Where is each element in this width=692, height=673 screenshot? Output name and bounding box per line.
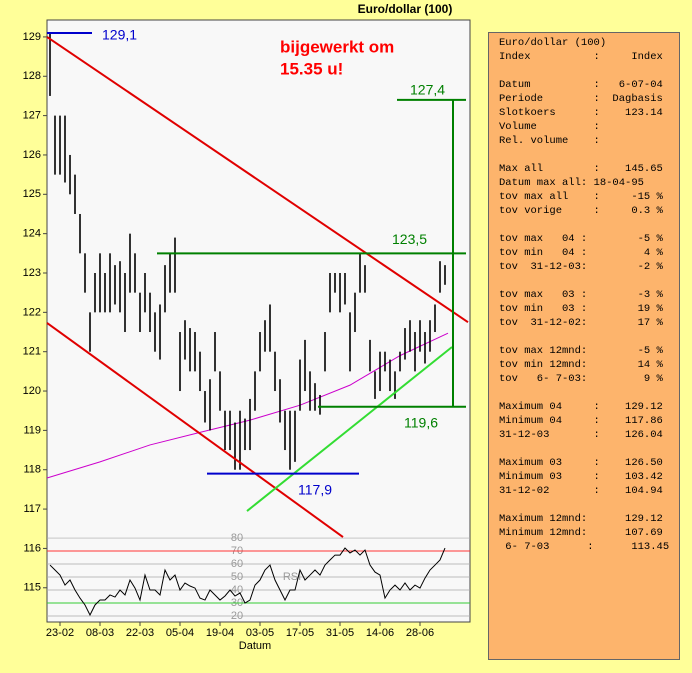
y-tick-label: 125 — [23, 188, 41, 200]
info-line: Datum : 6-07-04 — [499, 79, 663, 91]
x-tick-label: 03-05 — [246, 627, 274, 639]
info-line: Maximum 04 : 129.12 — [499, 401, 663, 413]
info-line: tov 31-12-02: 17 % — [499, 317, 663, 329]
info-line: tov 31-12-03: -2 % — [499, 261, 663, 273]
update-note: 15.35 u! — [280, 59, 343, 78]
info-block: Euro/dollar (100) Index : Index — [499, 36, 679, 64]
info-line: Datum max all: 18-04-95 — [499, 177, 644, 189]
info-line: tov min 04 : 4 % — [499, 247, 663, 259]
y-tick-label: 126 — [23, 149, 41, 161]
info-line: Maximum 03 : 126.50 — [499, 457, 663, 469]
level-label: 127,4 — [410, 82, 445, 98]
info-block: tov max 12mnd: -5 % tov min 12mnd: 14 % to… — [499, 344, 679, 386]
info-block: tov max 04 : -5 % tov min 04 : 4 % tov 31-… — [499, 232, 679, 274]
chart: Euro/dollar (100) Datum 115 116 117 118 119 1… — [23, 2, 471, 652]
info-block: Maximum 04 : 129.12 Minimum 04 : 117.86 31… — [499, 400, 679, 442]
y-tick-label: 122 — [23, 306, 41, 318]
x-tick-label: 28-06 — [406, 627, 434, 639]
rsi-tick-label: 60 — [231, 558, 243, 570]
x-tick-label: 08-03 — [86, 627, 114, 639]
y-tick-label: 115 — [23, 582, 41, 594]
y-tick-label: 119 — [23, 424, 41, 436]
info-line: 31-12-03 : 126.04 — [499, 429, 663, 441]
trend-line — [46, 322, 344, 538]
info-line: tov max 03 : -3 % — [499, 289, 663, 301]
plot-area — [46, 19, 471, 623]
x-tick-label: 31-05 — [326, 627, 354, 639]
info-line: Rel. volume : — [499, 135, 600, 147]
trend-line — [246, 346, 453, 512]
y-tick-label: 124 — [23, 228, 41, 240]
y-tick-label: 123 — [23, 267, 41, 279]
rsi-tick-label: 40 — [231, 584, 243, 596]
info-line: 6- 7-03 : 113.45 — [499, 541, 670, 553]
y-tick-label: 127 — [23, 110, 41, 122]
chart-title: Euro/dollar (100) — [358, 2, 453, 16]
y-tick-label: 120 — [23, 385, 41, 397]
y-tick-label: 118 — [23, 464, 41, 476]
x-tick-label: 22-03 — [126, 627, 154, 639]
info-line: tov vorige : 0.3 % — [499, 205, 663, 217]
info-panel: Euro/dollar (100) Index : Index Datum : 6-… — [488, 32, 680, 660]
info-line: 31-12-02 : 104.94 — [499, 485, 663, 497]
info-line: Index : Index — [499, 51, 663, 63]
info-line: tov max 12mnd: -5 % — [499, 345, 663, 357]
info-line: tov max all : -15 % — [499, 191, 663, 203]
info-block: tov max 03 : -3 % tov min 03 : 19 % tov 31… — [499, 288, 679, 330]
y-tick-label: 116 — [23, 542, 41, 554]
rsi-tick-label: 50 — [231, 571, 243, 583]
x-tick-label: 05-04 — [166, 627, 194, 639]
level-label: 117,9 — [298, 481, 332, 497]
info-block: Datum : 6-07-04 Periode : Dagbasis Slotkoe… — [499, 78, 679, 148]
level-label: 129,1 — [102, 27, 137, 43]
info-line: tov min 12mnd: 14 % — [499, 359, 663, 371]
update-note: bijgewerkt om — [280, 37, 394, 56]
level-label: 119,6 — [404, 414, 438, 430]
info-line: tov 6- 7-03: 9 % — [499, 373, 663, 385]
level-label: 123,5 — [392, 231, 427, 247]
x-tick-label: 23-02 — [46, 627, 74, 639]
x-axis-label: Datum — [239, 640, 271, 652]
info-line: tov min 03 : 19 % — [499, 303, 663, 315]
info-line: Volume : — [499, 121, 600, 133]
y-tick-label: 129 — [23, 31, 41, 43]
info-line: Slotkoers : 123.14 — [499, 107, 663, 119]
info-line: Periode : Dagbasis — [499, 93, 663, 105]
y-tick-label: 117 — [23, 503, 41, 515]
info-block: Max all : 145.65 Datum max all: 18-04-95 t… — [499, 162, 679, 218]
x-tick-label: 19-04 — [206, 627, 234, 639]
info-line: Minimum 04 : 117.86 — [499, 415, 663, 427]
rsi-tick-label: 20 — [231, 610, 243, 622]
trend-line — [46, 36, 469, 324]
y-tick-label: 121 — [23, 346, 41, 358]
x-tick-label: 17-05 — [286, 627, 314, 639]
rsi-tick-label: 80 — [231, 532, 243, 544]
info-line: Minimum 12mnd: 107.69 — [499, 527, 663, 539]
x-tick-label: 14-06 — [366, 627, 394, 639]
info-line: Minimum 03 : 103.42 — [499, 471, 663, 483]
info-line: Maximum 12mnd: 129.12 — [499, 513, 663, 525]
info-block: Maximum 12mnd: 129.12 Minimum 12mnd: 107.… — [499, 512, 679, 554]
info-line: tov max 04 : -5 % — [499, 233, 663, 245]
y-tick-label: 128 — [23, 70, 41, 82]
info-line: Euro/dollar (100) — [499, 37, 607, 49]
rsi-line — [49, 547, 446, 617]
info-block: Maximum 03 : 126.50 Minimum 03 : 103.42 31… — [499, 456, 679, 498]
info-line: Max all : 145.65 — [499, 163, 663, 175]
rsi-label: RSI — [283, 571, 301, 583]
